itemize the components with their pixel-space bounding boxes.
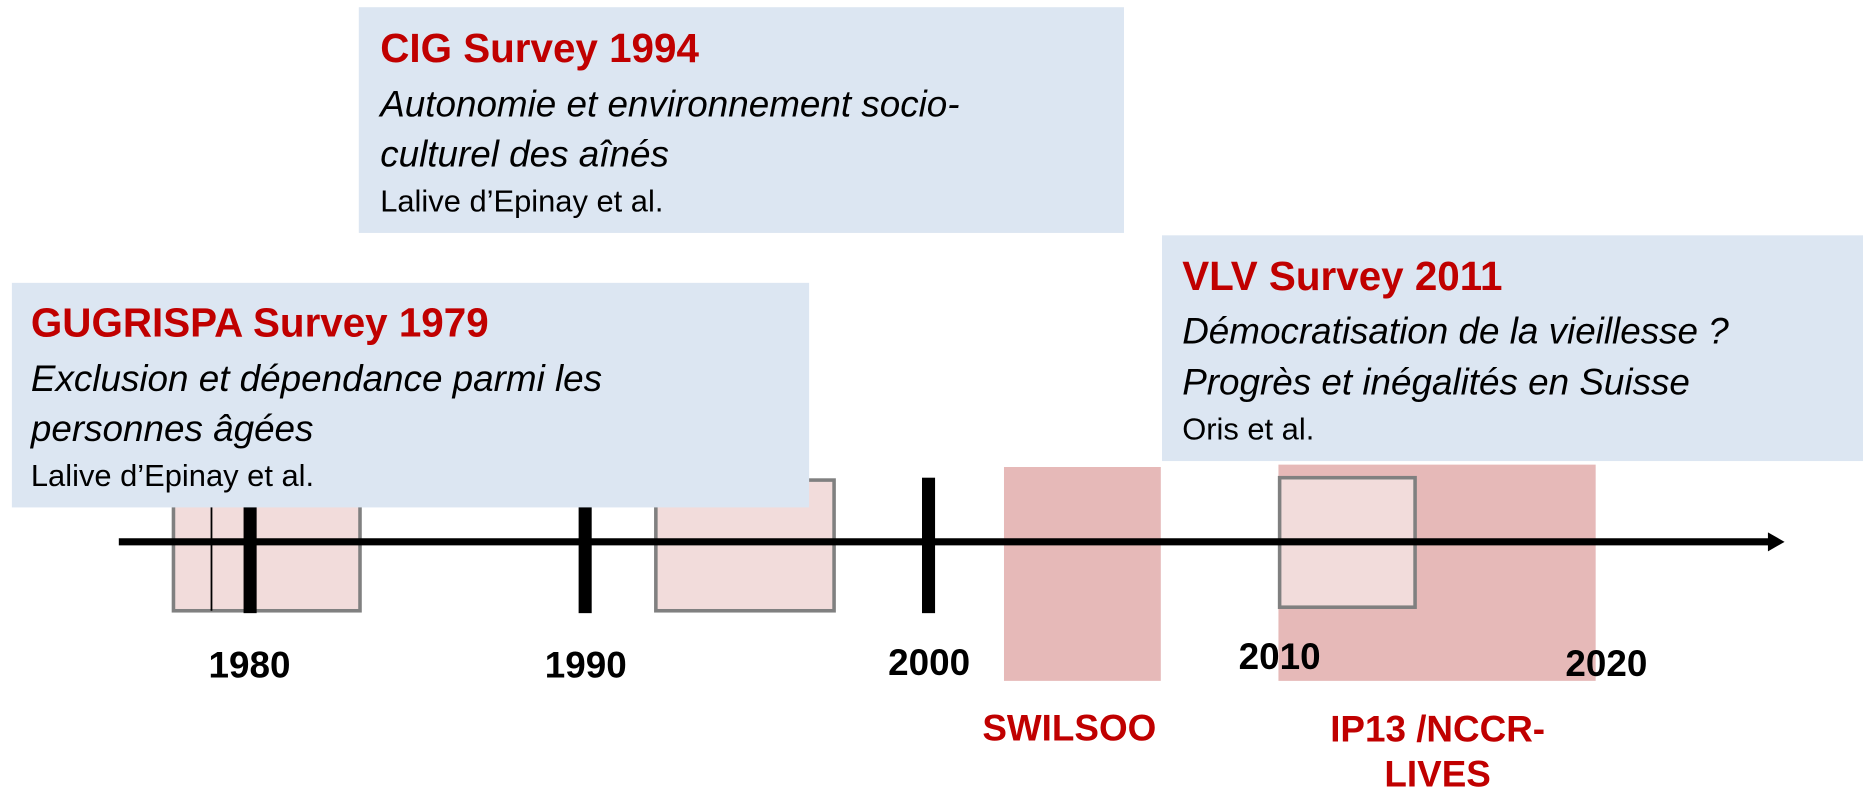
survey-authors: Lalive d’Epinay et al.	[380, 184, 663, 219]
survey-box: GUGRISPA Survey 1979 Exclusion et dépend…	[11, 282, 810, 508]
project-label: SWILSOO	[982, 707, 1156, 748]
project-label: IP13 /NCCR-	[1330, 708, 1545, 749]
year-label: 1990	[545, 644, 627, 685]
survey-title: CIG Survey 1994	[380, 25, 699, 71]
decade-tick	[921, 477, 936, 614]
project-label: LIVES	[1384, 754, 1490, 795]
timeline-arrow	[1767, 532, 1785, 552]
survey-box: CIG Survey 1994 Autonomie et environneme…	[358, 7, 1124, 233]
survey-subtitle: personnes âgées	[30, 408, 314, 449]
decade-tick	[243, 477, 257, 614]
survey-subtitle: Progrès et inégalités en Suisse	[1182, 362, 1690, 403]
year-label: 2010	[1239, 636, 1321, 677]
decade-tick	[578, 477, 592, 614]
survey-subtitle: Autonomie et environnement socio-	[378, 84, 959, 125]
survey-subtitle: Démocratisation de la vieillesse ?	[1182, 310, 1729, 351]
year-label: 2000	[888, 642, 970, 683]
survey-subtitle: culturel des aînés	[380, 133, 669, 174]
year-label: 2020	[1565, 643, 1647, 684]
survey-box: VLV Survey 2011 Démocratisation de la vi…	[1161, 235, 1863, 462]
survey-title: VLV Survey 2011	[1182, 253, 1502, 299]
box-bg	[358, 7, 1124, 233]
project-span	[1003, 467, 1161, 681]
survey-title: GUGRISPA Survey 1979	[31, 299, 489, 345]
year-label: 1980	[209, 644, 291, 685]
survey-authors: Lalive d’Epinay et al.	[31, 458, 314, 493]
survey-authors: Oris et al.	[1182, 412, 1314, 447]
box-bg	[11, 282, 810, 508]
box-bg	[1161, 235, 1863, 462]
survey-subtitle: Exclusion et dépendance parmi les	[31, 358, 602, 399]
